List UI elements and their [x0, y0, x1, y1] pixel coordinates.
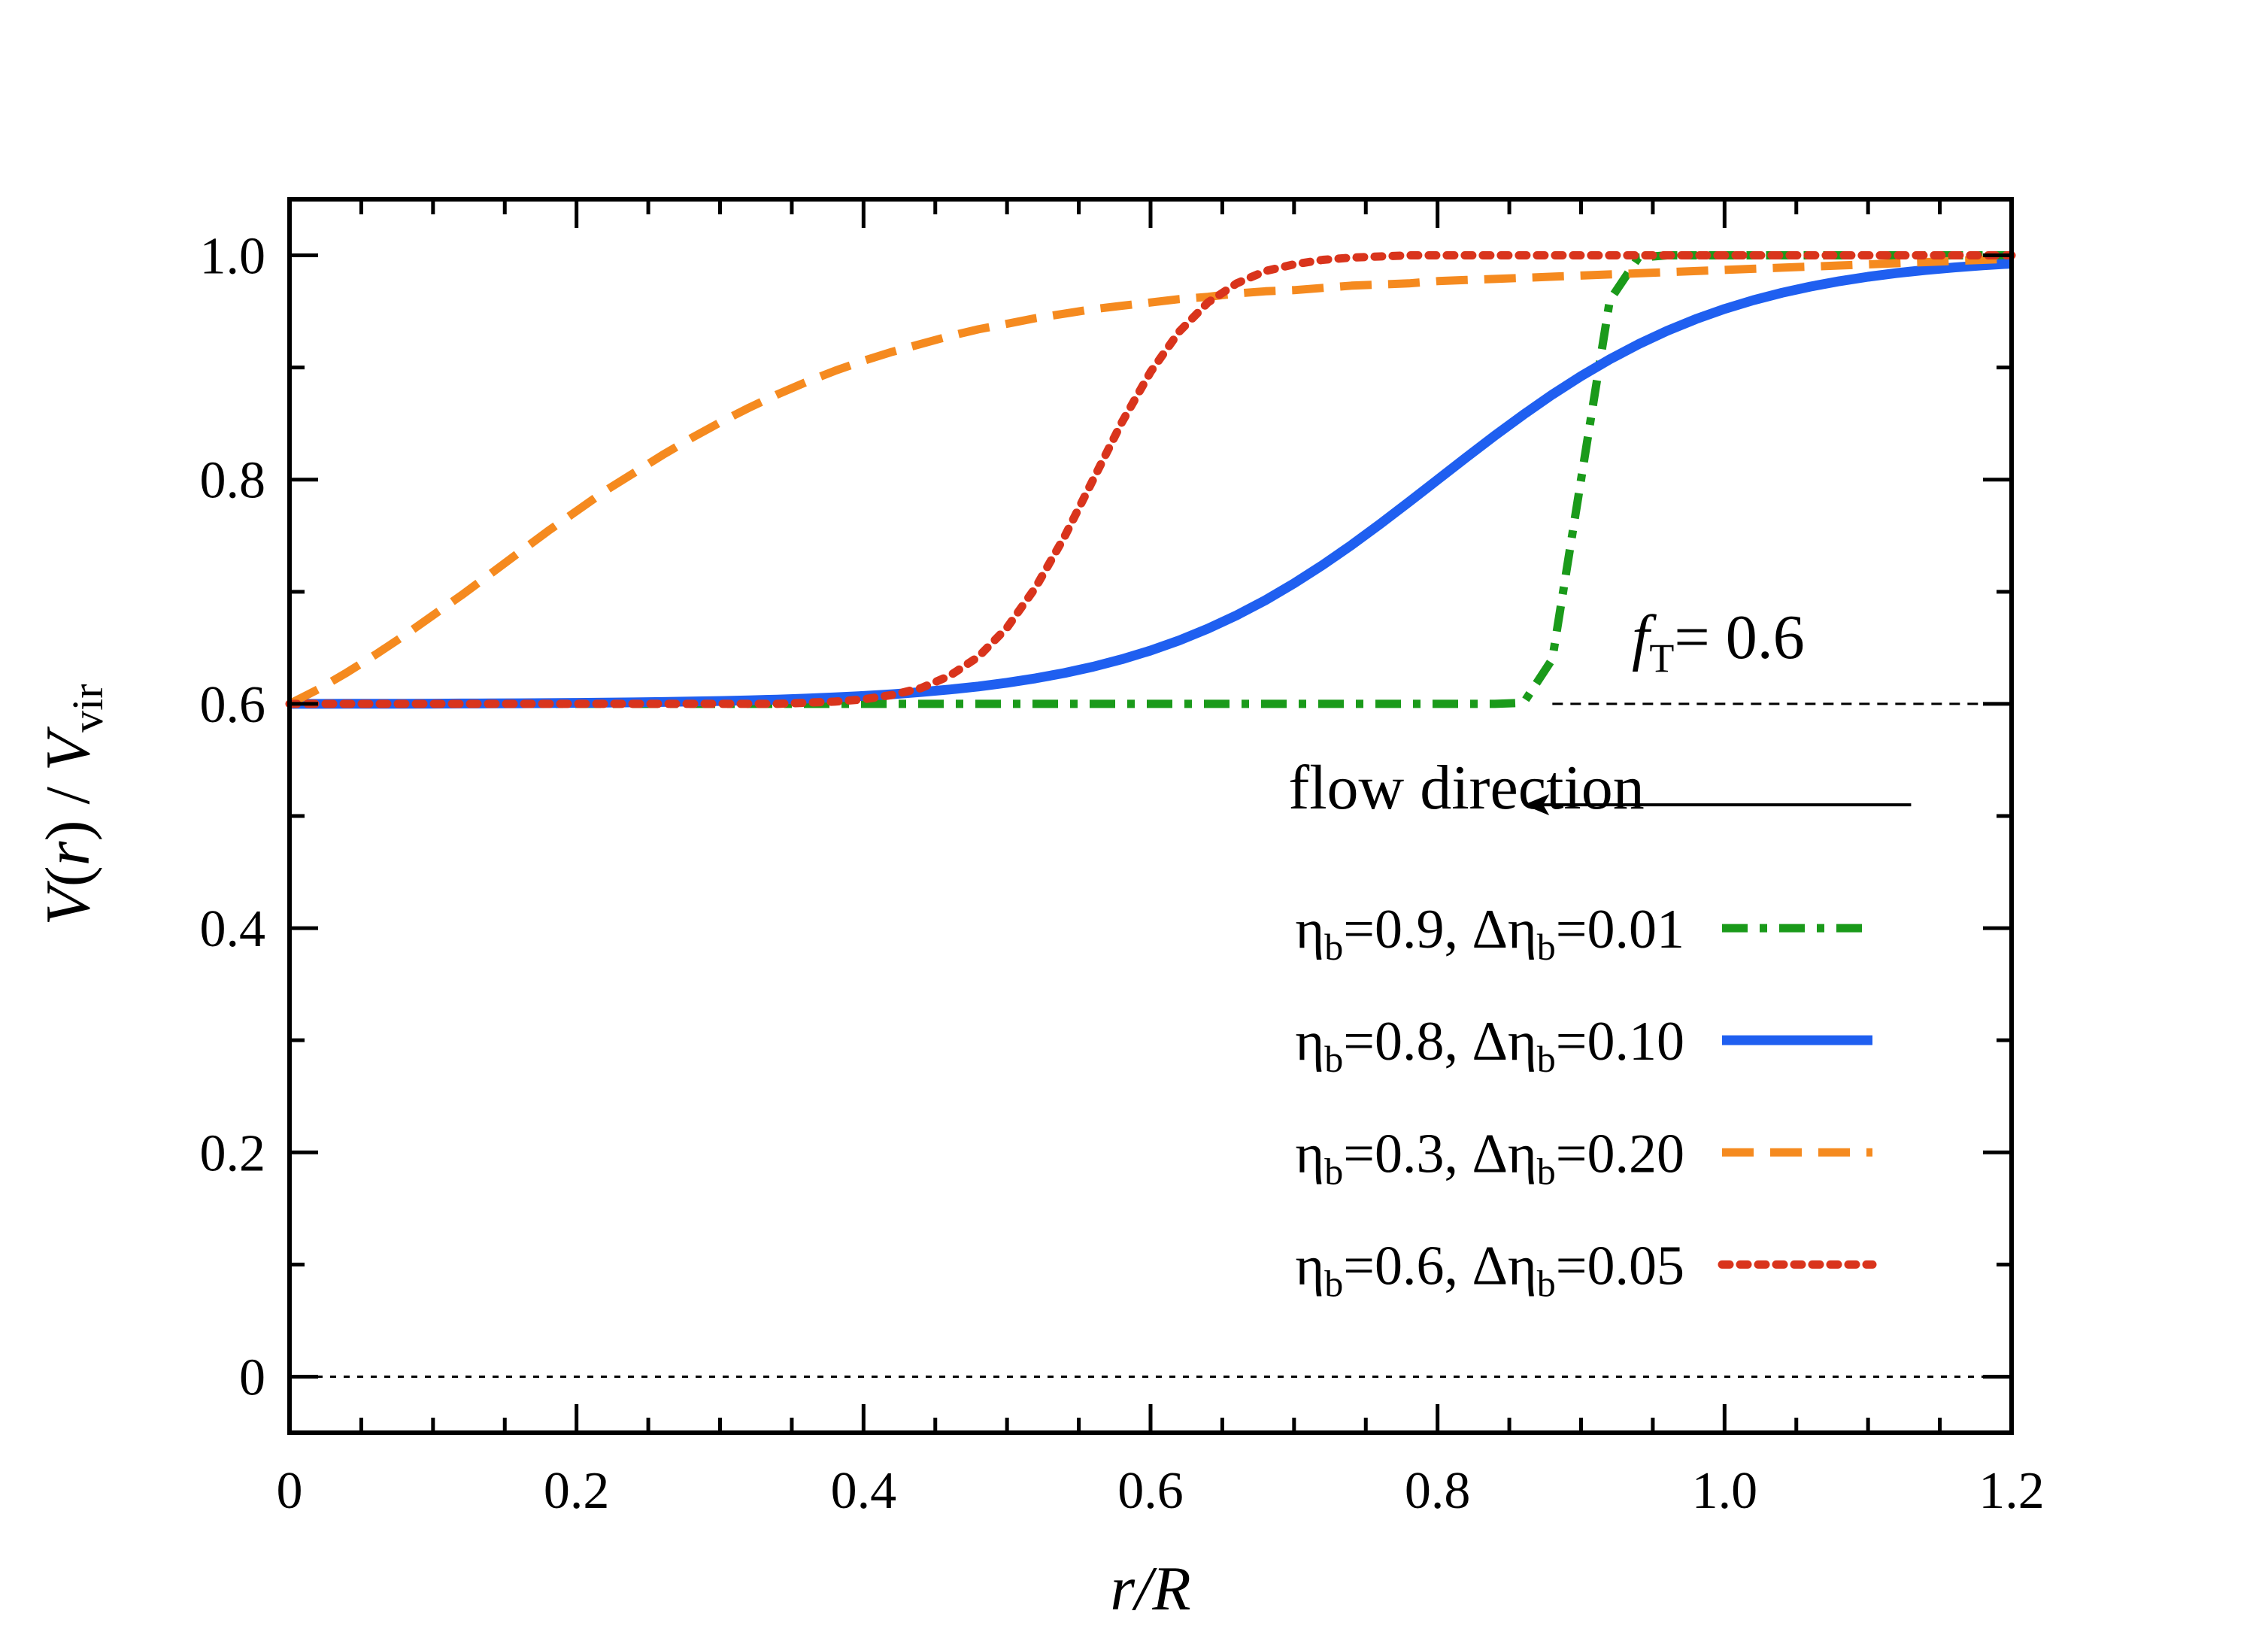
legend-label-part: =0.20 [1556, 1123, 1684, 1185]
y-label-v: V [33, 881, 103, 926]
legend-label-3: ηb=0.6, Δηb=0.05 [1296, 1235, 1684, 1304]
legend-label-part: Δη [1472, 1235, 1536, 1297]
y-axis-label: V(r) / Vvir [33, 684, 112, 925]
flow-arrow [1524, 794, 1912, 816]
y-label-sub: vir [63, 684, 112, 732]
legend-label-part: b [1324, 1038, 1343, 1080]
legend-label-1: ηb=0.8, Δηb=0.10 [1296, 1011, 1684, 1080]
legend-label-part: Δη [1472, 1011, 1536, 1072]
y-label-r: r [33, 841, 103, 866]
x-tick-label: 0.6 [1117, 1462, 1184, 1520]
y-tick-label: 0.2 [200, 1124, 266, 1182]
legend-label-part: =0.8, [1343, 1011, 1472, 1072]
legend-label-part: =0.3, [1343, 1123, 1472, 1185]
y-label-paren-open: ( [33, 866, 103, 887]
y-tick-label: 0.8 [200, 452, 266, 510]
ft-value: = 0.6 [1674, 602, 1804, 672]
legend-label-part: Δη [1472, 1123, 1536, 1185]
ft-sub: T [1649, 636, 1674, 681]
plot-lines [285, 251, 2016, 1378]
ft-annotation: fT= 0.6 [1632, 602, 1805, 681]
x-axis-label: r/R [1110, 1554, 1190, 1624]
y-label-slash: / [33, 771, 103, 820]
legend-label-part: =0.01 [1556, 899, 1684, 960]
legend-label-part: b [1537, 1262, 1556, 1304]
legend-label-part: Δη [1472, 899, 1536, 960]
x-tick-label: 1.0 [1692, 1462, 1758, 1520]
legend-label-part: b [1324, 1150, 1343, 1192]
series-line-3 [285, 251, 2016, 708]
axes-frame [287, 197, 2014, 1435]
legend-label-part: η [1296, 1235, 1325, 1297]
legend-label-part: b [1324, 1262, 1343, 1304]
legend-label-0: ηb=0.9, Δηb=0.01 [1296, 899, 1684, 968]
plot-frame [287, 197, 2014, 1435]
x-tick-label: 0.8 [1405, 1462, 1471, 1520]
legend-label-2: ηb=0.3, Δηb=0.20 [1296, 1123, 1684, 1192]
x-tick-label: 0 [277, 1462, 303, 1520]
legend-label-part: b [1537, 926, 1556, 968]
y-tick-label: 1.0 [200, 228, 266, 286]
legend-label-part: b [1537, 1038, 1556, 1080]
legend-label-part: η [1296, 1011, 1325, 1072]
x-tick-label: 0.2 [544, 1462, 610, 1520]
legend-label-part: =0.6, [1343, 1235, 1472, 1297]
y-label-v2: V [33, 726, 103, 771]
series-line-2 [287, 254, 2012, 708]
ticks [287, 199, 2014, 1433]
x-tick-label: 1.2 [1978, 1462, 2045, 1520]
legend-label-part: =0.9, [1343, 899, 1472, 960]
flow-arrow-head [1524, 794, 1550, 816]
x-tick-label: 0.4 [831, 1462, 897, 1520]
y-label-paren-close: ) [33, 821, 103, 842]
legend-label-part: η [1296, 899, 1325, 960]
tick-labels: 0 0.2 0.4 0.6 0.8 1.0 1.2 0 0.2 0.4 0.6 0.8 1.0 [200, 228, 2045, 1520]
legend-label-part: b [1537, 1150, 1556, 1192]
y-tick-label: 0 [239, 1348, 265, 1406]
flow-label: flow direction [1288, 753, 1645, 823]
legend-label-part: =0.10 [1556, 1011, 1684, 1072]
legend-label-part: b [1324, 926, 1343, 968]
legend-label-part: =0.05 [1556, 1235, 1684, 1297]
legend-label-part: η [1296, 1123, 1325, 1185]
y-tick-label: 0.4 [200, 900, 266, 958]
y-tick-label: 0.6 [200, 676, 266, 734]
